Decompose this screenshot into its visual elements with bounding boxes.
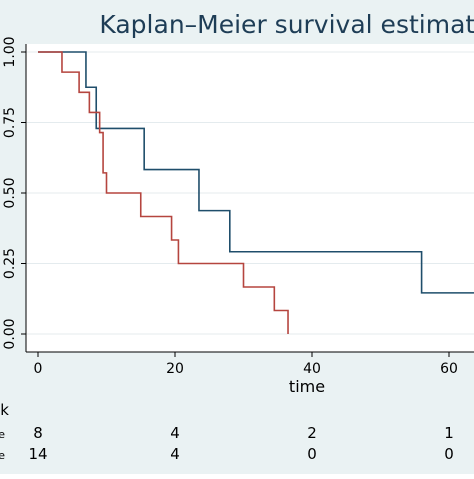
risk-row-label: e — [0, 449, 5, 462]
number-at-risk-table: sk e 8 4 2 1 e 14 4 0 0 — [0, 401, 454, 463]
y-tick-labels: 0.00 0.25 0.50 0.75 1.00 — [2, 36, 18, 349]
y-tick-label: 0.00 — [2, 318, 18, 349]
y-tick-label: 1.00 — [2, 36, 18, 67]
y-tick-label: 0.50 — [2, 177, 18, 208]
y-tick-label: 0.25 — [2, 248, 18, 279]
x-tick-label: 20 — [166, 361, 184, 377]
risk-count: 4 — [170, 445, 180, 463]
risk-count: 8 — [33, 424, 43, 442]
risk-row-label: e — [0, 428, 5, 441]
x-tick-label: 60 — [440, 361, 458, 377]
risk-count: 4 — [170, 424, 180, 442]
x-tick-label: 40 — [303, 361, 321, 377]
axes — [21, 44, 474, 357]
plot-area — [26, 44, 474, 352]
risk-count: 0 — [444, 445, 454, 463]
risk-count: 1 — [444, 424, 454, 442]
risk-count: 2 — [307, 424, 317, 442]
survival-curves — [38, 51, 474, 334]
risk-count: 0 — [307, 445, 317, 463]
x-tick-labels: 0 20 40 60 — [34, 361, 458, 377]
x-axis-label: time — [289, 377, 325, 396]
survival-curve-1 — [38, 51, 474, 294]
risk-count: 14 — [28, 445, 47, 463]
y-tick-label: 0.75 — [2, 107, 18, 138]
risk-table-header: sk — [0, 401, 9, 419]
gridlines — [26, 51, 474, 335]
x-tick-label: 0 — [34, 361, 43, 377]
chart-title: Kaplan–Meier survival estimate — [99, 10, 474, 39]
survival-curve-2 — [38, 51, 289, 334]
